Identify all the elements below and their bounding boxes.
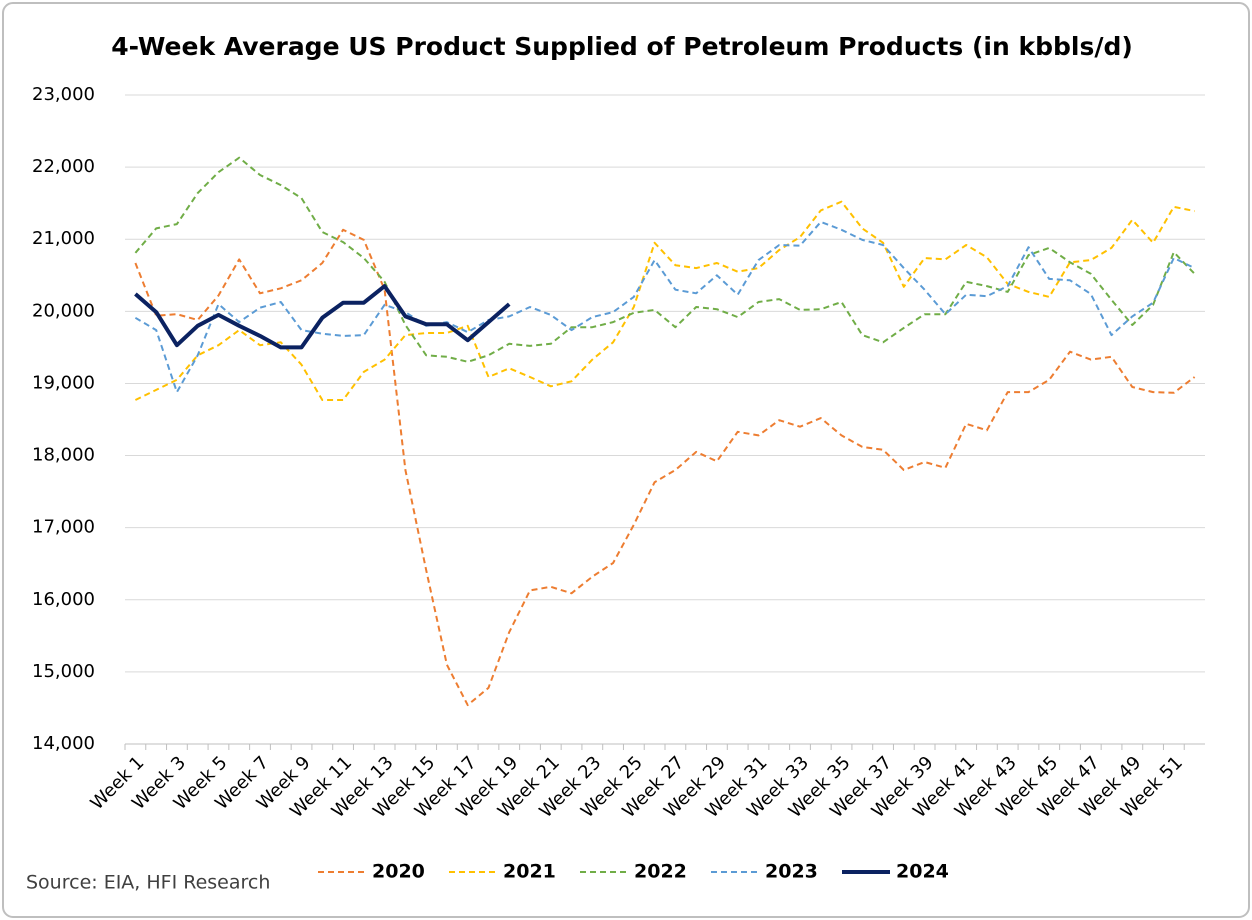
y-tick-label: 23,000	[32, 84, 95, 105]
y-tick-label: 17,000	[32, 517, 95, 538]
y-tick-label: 20,000	[32, 300, 95, 321]
series-line	[134, 228, 1196, 707]
y-tick-label: 14,000	[32, 733, 95, 754]
chart-title: 4-Week Average US Product Supplied of Pe…	[111, 32, 1133, 61]
series-line	[134, 220, 1196, 394]
y-tick-label: 21,000	[32, 228, 95, 249]
y-tick-label: 15,000	[32, 661, 95, 682]
series-line	[134, 284, 511, 350]
y-tick-label: 19,000	[32, 372, 95, 393]
legend-label: 2024	[896, 861, 949, 883]
series-line	[134, 156, 1196, 363]
source-note: Source: EIA, HFI Research	[26, 872, 270, 894]
legend-label: 2023	[765, 861, 818, 883]
series-line	[134, 200, 1195, 401]
y-tick-label: 16,000	[32, 589, 95, 610]
y-tick-label: 18,000	[32, 445, 95, 466]
legend-label: 2021	[503, 861, 556, 883]
legend-label: 2020	[372, 861, 425, 883]
legend-label: 2022	[634, 861, 687, 883]
y-tick-label: 22,000	[32, 156, 95, 177]
